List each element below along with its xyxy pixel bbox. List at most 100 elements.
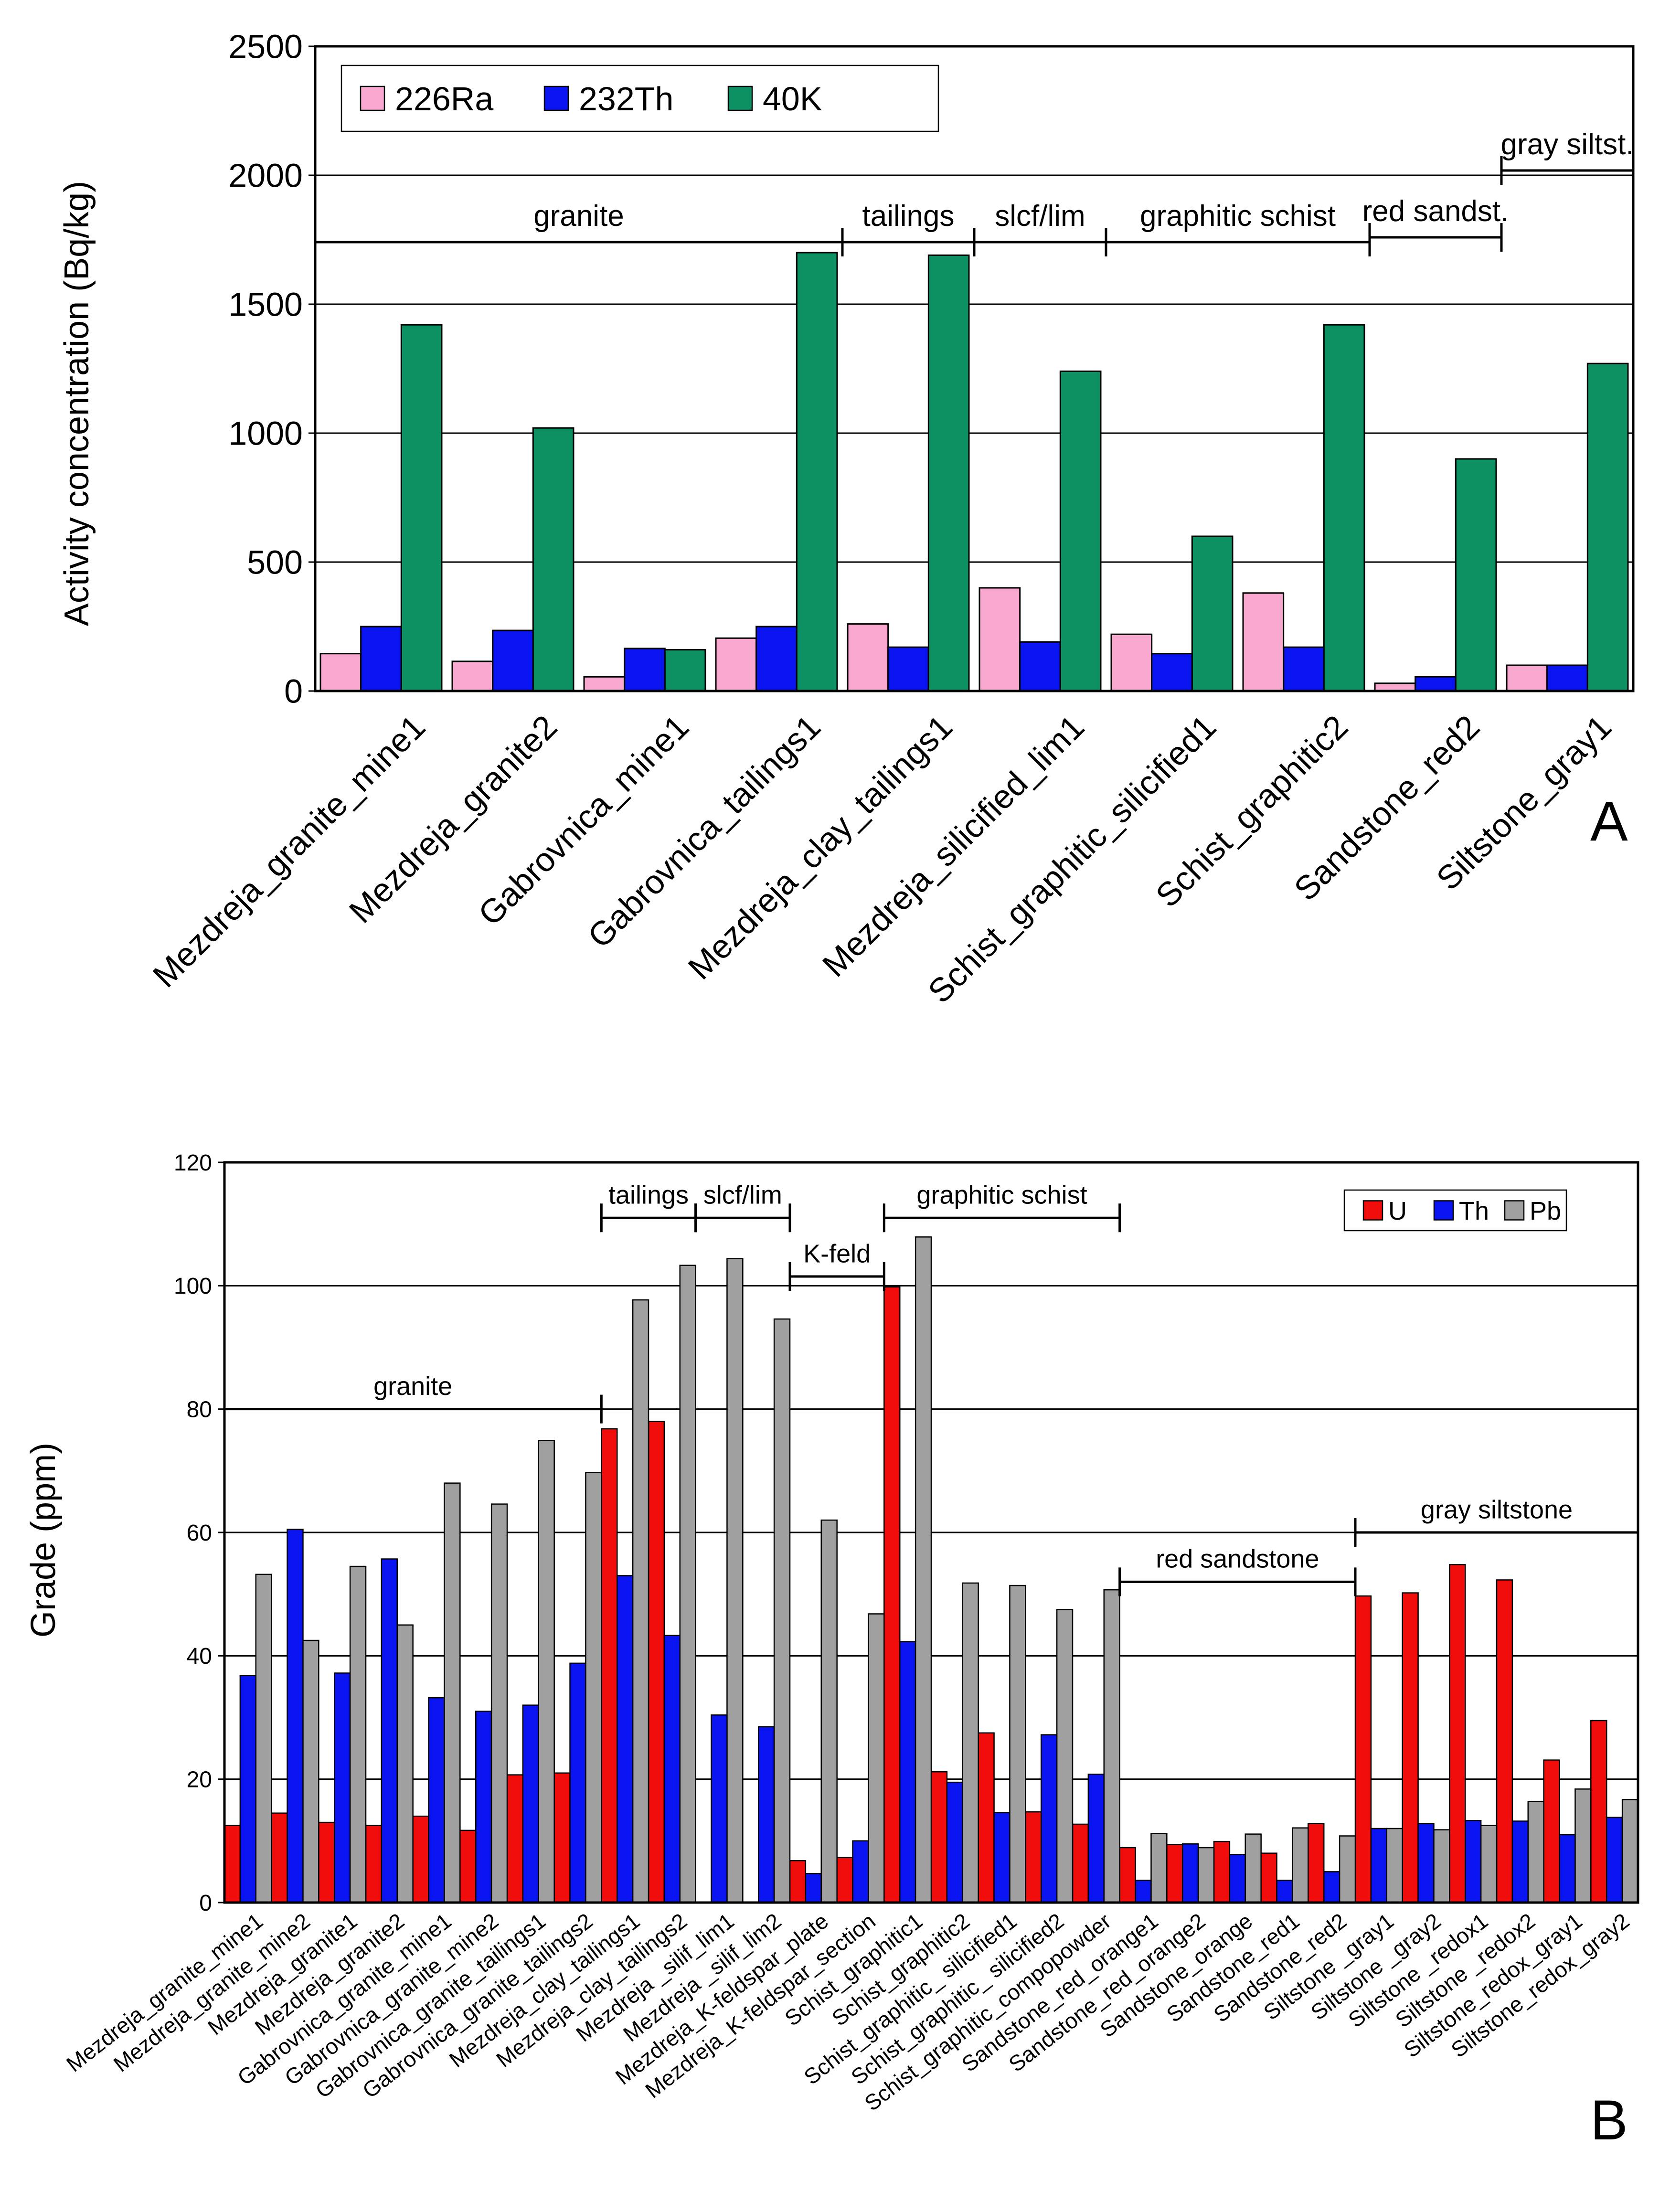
bar-pb-gabrovnica-granite-tailings2 <box>585 1472 602 1904</box>
bar-pb-schist-graphitic-compopowder <box>1103 1589 1120 1904</box>
bar-th-siltstone-redox-gray1 <box>1559 1834 1576 1904</box>
a-panel-label: A <box>1590 790 1628 853</box>
bar-40k-siltstone-gray1 <box>1586 362 1629 692</box>
bar-u-siltstone-redox-gray2 <box>1590 1720 1607 1904</box>
bar-pb-mezdreja-granite-mine2 <box>302 1639 319 1904</box>
bar-th-mezdreja-silif-lim2 <box>757 1726 775 1904</box>
bar-u-sandstone-red-orange1 <box>1119 1847 1136 1904</box>
bar-226ra-gabrovnica-mine1 <box>583 676 626 692</box>
bar-u-gabrovnica-granite-tailings1 <box>506 1774 524 1904</box>
bar-226ra-gabrovnica-tailings1 <box>715 637 757 692</box>
y-tick-label-2500: 2500 <box>228 28 303 65</box>
bar-232th-mezdreja-silicified-lim1 <box>1019 641 1061 692</box>
bar-232th-siltstone-gray1 <box>1546 664 1588 692</box>
bar-u-mezdreja-k-feldspar-section <box>836 1857 853 1904</box>
legend-label-40k: 40K <box>763 80 822 117</box>
group-label-red-sandst: red sandst. <box>1362 195 1509 228</box>
legend-swatch-232th <box>543 85 569 111</box>
bar-pb-siltstone-gray2 <box>1433 1829 1450 1904</box>
bar-u-sandstone-red-orange2 <box>1166 1844 1183 1904</box>
a-bars <box>319 252 1629 692</box>
b-y-tick-labels: 0 20 40 60 80 100 120 <box>174 1150 224 1916</box>
bar-pb-mezdreja-k-feldspar-plate <box>820 1519 838 1904</box>
bar-u-schist-graphitic-silicified2 <box>1025 1811 1042 1904</box>
bar-u-mezdreja-granite-mine1 <box>223 1825 241 1904</box>
bar-pb-siltstone-redox2 <box>1527 1800 1544 1904</box>
bar-u-mezdreja-clay-tailings2 <box>648 1421 665 1904</box>
legend-swatch-th <box>1433 1200 1454 1221</box>
bar-226ra-mezdreja-granite-mine1 <box>319 653 362 692</box>
group-label-gray-siltstone: gray siltstone <box>1421 1495 1573 1524</box>
bar-40k-mezdreja-clay-tailings1 <box>927 254 970 692</box>
bar-u-siltstone-redox2 <box>1496 1579 1513 1904</box>
group-label-gray-siltst: gray siltst. <box>1500 128 1634 161</box>
legend-swatch-40k <box>727 85 753 111</box>
bar-u-schist-graphitic2 <box>930 1771 948 1904</box>
y-tick-label-2000: 2000 <box>228 157 303 194</box>
bar-u-mezdreja-clay-tailings1 <box>601 1428 618 1904</box>
bar-u-mezdreja-k-feldspar-plate <box>789 1860 807 1904</box>
bar-u-sandstone-red1 <box>1260 1852 1277 1904</box>
bar-pb-mezdreja-silif-lim1 <box>726 1258 744 1904</box>
group-label-graphitic-schist: graphitic schist <box>1140 200 1336 233</box>
a-plot-frame <box>314 45 1635 692</box>
bar-pb-schist-graphitic2 <box>962 1582 979 1904</box>
bar-pb-mezdreja-granite2 <box>396 1624 414 1904</box>
bar-th-sandstone-red-orange2 <box>1181 1843 1199 1904</box>
bar-th-sandstone-red2 <box>1323 1871 1340 1904</box>
group-label-tailings: tailings <box>862 200 955 233</box>
bar-th-mezdreja-granite-mine1 <box>239 1675 257 1904</box>
bar-th-mezdreja-k-feldspar-section <box>852 1840 869 1904</box>
bar-pb-schist-graphitic-silicified2 <box>1056 1609 1074 1904</box>
bar-pb-gabrovnica-granite-mine2 <box>490 1503 508 1904</box>
bar-th-siltstone-redox2 <box>1511 1820 1529 1904</box>
bar-226ra-mezdreja-silicified-lim1 <box>979 587 1021 692</box>
legend-label-232th: 232Th <box>579 80 673 117</box>
bar-th-mezdreja-granite1 <box>333 1672 351 1904</box>
group-label-slcf-lim: slcf/lim <box>995 200 1085 233</box>
bar-th-mezdreja-clay-tailings1 <box>616 1575 634 1904</box>
bar-pb-mezdreja-silif-lim2 <box>773 1318 791 1904</box>
bar-232th-sandstone-red2 <box>1415 676 1457 692</box>
bar-th-siltstone-gray1 <box>1370 1828 1388 1904</box>
bar-40k-gabrovnica-tailings1 <box>796 252 838 692</box>
bar-u-gabrovnica-granite-mine1 <box>412 1815 429 1904</box>
group-label-tailings: tailings <box>608 1181 689 1210</box>
bar-40k-schist-graphitic-silicified1 <box>1191 535 1234 692</box>
y-tick-label-60: 60 <box>187 1521 212 1546</box>
y-tick-label-80: 80 <box>187 1397 212 1422</box>
bar-th-mezdreja-clay-tailings2 <box>663 1635 681 1904</box>
bar-40k-mezdreja-granite-mine1 <box>400 324 443 692</box>
legend-swatch-u <box>1362 1200 1383 1221</box>
y-tick-label-120: 120 <box>174 1150 212 1176</box>
bar-th-sandstone-red1 <box>1276 1880 1293 1904</box>
bar-40k-mezdreja-silicified-lim1 <box>1059 370 1102 692</box>
bar-th-gabrovnica-granite-tailings1 <box>522 1704 540 1904</box>
bar-u-mezdreja-granite1 <box>318 1821 335 1904</box>
bar-u-siltstone-gray2 <box>1402 1592 1419 1904</box>
bar-u-gabrovnica-granite-tailings2 <box>553 1772 571 1904</box>
legend-label-th: Th <box>1459 1197 1489 1225</box>
bar-232th-mezdreja-granite-mine1 <box>360 626 402 692</box>
a-legend: 226Ra 232Th 40K <box>340 64 939 132</box>
bar-232th-gabrovnica-tailings1 <box>755 626 798 692</box>
legend-label-pb: Pb <box>1530 1197 1561 1225</box>
legend-swatch-226ra <box>360 85 385 111</box>
bar-226ra-siltstone-gray1 <box>1506 664 1548 692</box>
b-legend: U Th Pb <box>1343 1189 1567 1232</box>
group-label-k-feld: K-feld <box>803 1239 871 1268</box>
bar-u-sandstone-red2 <box>1308 1823 1325 1904</box>
bar-40k-gabrovnica-mine1 <box>664 649 706 692</box>
bar-226ra-mezdreja-granite2 <box>451 660 494 692</box>
bar-th-schist-graphitic1 <box>899 1641 916 1904</box>
bar-226ra-mezdreja-clay-tailings1 <box>847 623 889 692</box>
bar-th-schist-graphitic2 <box>946 1781 964 1904</box>
y-tick-label-0: 0 <box>199 1891 212 1916</box>
bar-pb-mezdreja-granite-mine1 <box>255 1574 272 1904</box>
bar-232th-schist-graphitic-silicified1 <box>1151 653 1193 692</box>
bar-pb-sandstone-red-orange1 <box>1150 1833 1168 1904</box>
bar-u-sandstone-orange <box>1213 1840 1231 1904</box>
bar-th-gabrovnica-granite-mine1 <box>428 1697 445 1904</box>
bar-pb-siltstone-gray1 <box>1386 1828 1403 1904</box>
